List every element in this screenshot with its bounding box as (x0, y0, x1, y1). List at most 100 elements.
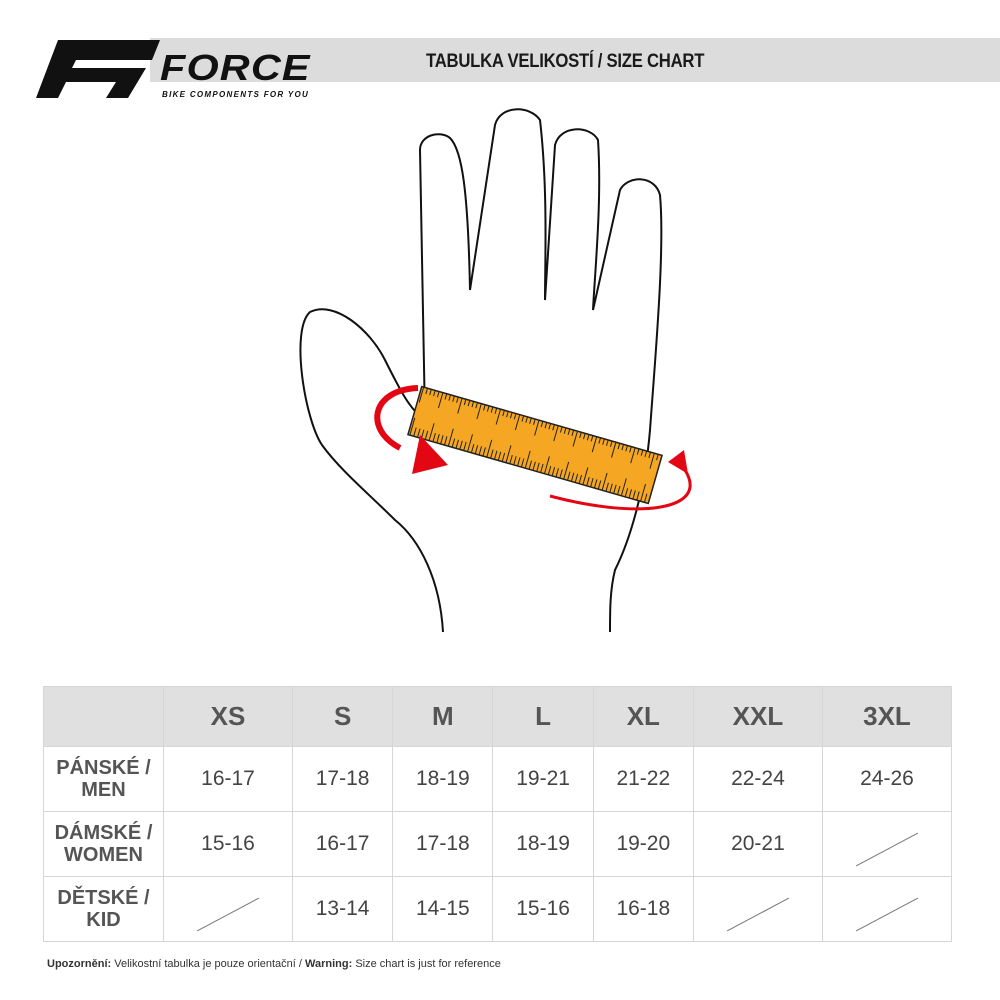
tape-tick (452, 395, 455, 402)
tape-tick (606, 439, 609, 446)
tape-tick (598, 437, 602, 444)
size-value-cell: 22-24 (692, 746, 823, 812)
size-header-l: L (492, 686, 594, 747)
slash-icon (855, 832, 919, 867)
tape-tick (563, 461, 570, 480)
size-value-cell: 16-17 (291, 811, 394, 877)
tape-tick (624, 488, 629, 498)
size-value-cell: 13-14 (291, 876, 394, 942)
slash-icon (196, 897, 260, 932)
force-logo-icon (36, 40, 160, 98)
row-label-line2: WOMEN (64, 844, 143, 866)
tape-tick (525, 416, 528, 423)
row-label: DÁMSKÉ / WOMEN (43, 811, 164, 877)
size-header-3xl: 3XL (821, 686, 953, 747)
tape-tick (544, 422, 548, 429)
tape-tick (593, 479, 598, 489)
tape-tick (521, 415, 525, 422)
tape-tick (547, 466, 552, 475)
tape-tick (643, 493, 648, 503)
tape-tick (613, 484, 617, 494)
tape-tick (513, 456, 517, 466)
tape-tick (586, 434, 590, 441)
size-value-cell: 24-26 (821, 746, 953, 812)
row-label-line2: KID (86, 909, 121, 931)
tape-tick (559, 426, 563, 433)
size-value-cell: 19-21 (492, 746, 594, 812)
tape-tick (457, 397, 463, 414)
size-value-cell: 14-15 (392, 876, 494, 942)
tape-tick (425, 388, 428, 395)
tape-tick (605, 482, 609, 492)
row-label-line1: DÁMSKÉ / (54, 822, 153, 844)
tape-tick (629, 446, 632, 453)
tape-tick (553, 425, 559, 442)
tape-tick (583, 433, 586, 440)
tape-tick (448, 394, 452, 401)
tape-tick (495, 408, 502, 425)
tape-tick (443, 436, 448, 446)
tape-tick (543, 456, 550, 474)
tape-tick (483, 404, 486, 411)
table-row: DĚTSKÉ / KID 13-14 14-15 15-16 16-18 (43, 876, 953, 942)
row-label: PÁNSKÉ / MEN (43, 746, 164, 812)
tape-tick (579, 432, 582, 439)
tape-tick (648, 451, 651, 459)
tape-tick (494, 407, 498, 414)
tape-tick (440, 435, 444, 445)
tape-tick (601, 472, 608, 491)
tape-tick (647, 494, 652, 504)
tape-tick (505, 445, 512, 463)
tape-tick (437, 392, 444, 409)
tape-tick (536, 462, 540, 472)
tape-tick (432, 432, 436, 442)
tape-tick (567, 428, 571, 435)
size-table: XS S M L XL XXL 3XL PÁNSKÉ / MEN 16-17 17-18 18-19… (43, 686, 953, 942)
tape-tick (620, 478, 627, 496)
tape-tick (656, 454, 659, 461)
tape-tick (649, 453, 655, 469)
tape-tick (529, 417, 532, 424)
tape-tick (463, 441, 467, 451)
measuring-tape (407, 385, 663, 505)
tape-tick (490, 449, 494, 459)
size-value-cell: 16-17 (163, 746, 293, 812)
tape-tick (429, 389, 432, 396)
tape-tick (555, 468, 559, 478)
slash-icon (855, 897, 919, 932)
tape-tick (567, 471, 571, 481)
tape-tick (559, 469, 563, 479)
tape-tick (571, 429, 575, 436)
tape-tick (509, 412, 513, 419)
tape-tick (517, 457, 521, 467)
tape-tick (551, 467, 556, 477)
tape-tick (497, 451, 502, 461)
tape-tick (471, 401, 475, 408)
tape-tick (586, 477, 590, 486)
tape-tick (644, 450, 648, 457)
tape-tick (474, 445, 479, 455)
tape-tick (451, 438, 456, 448)
warning-text-cz: Velikostní tabulka je pouze orientační / (111, 958, 306, 970)
tape-tick (636, 448, 640, 455)
tape-tick (533, 418, 536, 425)
tape-tick (611, 442, 617, 458)
row-label: DĚTSKÉ / KID (43, 876, 164, 942)
tape-tick (444, 393, 448, 400)
tape-tick (506, 411, 509, 418)
tape-tick (475, 402, 478, 409)
warning-label-en: Warning: (305, 958, 353, 970)
tape-tick (609, 483, 613, 493)
not-available-cell (821, 811, 953, 877)
tape-tick (428, 423, 435, 441)
hand-measurement-illustration (299, 108, 692, 633)
table-row: PÁNSKÉ / MEN 16-17 17-18 18-19 19-21 21-22 22-2… (43, 746, 953, 812)
tape-tick (520, 458, 525, 468)
tape-tick (482, 447, 486, 457)
tape-tick (455, 439, 459, 449)
tape-tick (636, 491, 640, 501)
tape-tick (578, 474, 583, 484)
tape-tick (574, 473, 579, 483)
tape-tick (640, 449, 644, 456)
tape-tick (582, 467, 589, 485)
